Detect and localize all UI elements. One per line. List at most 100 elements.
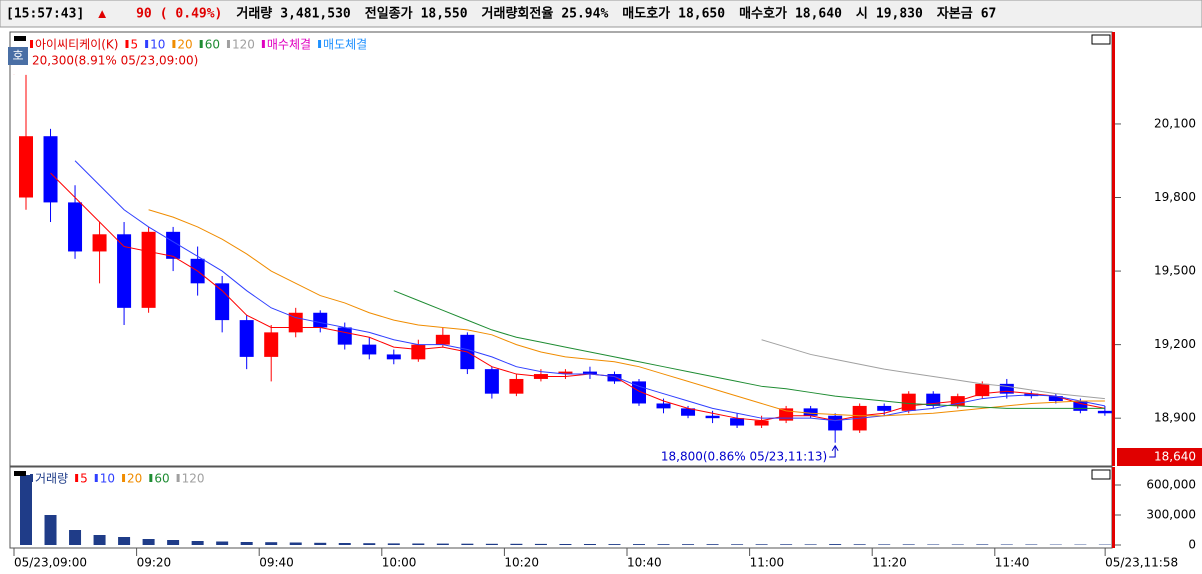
volume-bar xyxy=(902,544,915,545)
volume-bar xyxy=(485,543,498,545)
change: 90 xyxy=(136,7,152,22)
volume-bar xyxy=(436,543,449,545)
field-label: 전일종가 xyxy=(365,6,413,22)
volume-bar xyxy=(731,544,744,545)
legend-swatch xyxy=(30,40,33,48)
volume-bar xyxy=(412,543,425,545)
field-value: 25.94% xyxy=(561,7,608,22)
panel-button[interactable] xyxy=(1091,469,1111,480)
field-label: 거래량회전율 xyxy=(482,6,554,22)
legend-swatch xyxy=(226,40,230,48)
volume-bar xyxy=(289,542,302,545)
candle-body xyxy=(607,374,622,382)
legend-label: 120 xyxy=(232,38,255,52)
candle-body xyxy=(656,403,671,409)
legend-label: 10 xyxy=(150,38,165,52)
volume-bar xyxy=(1025,544,1038,545)
x-tick-label: 05/23,11:58 xyxy=(1105,556,1178,570)
moving-average xyxy=(74,160,1105,422)
candle-body xyxy=(975,383,990,397)
panel-button[interactable] xyxy=(1091,34,1111,45)
candle-body xyxy=(43,136,58,203)
volume-bar xyxy=(167,540,180,545)
legend-label: 20 xyxy=(177,38,192,52)
candle-body xyxy=(681,408,696,416)
y-tick-label: 600,000 xyxy=(1146,478,1196,492)
volume-bar xyxy=(240,542,253,545)
moving-average xyxy=(148,209,1105,417)
x-tick-label: 11:20 xyxy=(872,556,907,570)
field-value: 67 xyxy=(981,7,997,22)
x-tick-label: 05/23,09:00 xyxy=(14,556,87,570)
header-bar xyxy=(0,0,1202,28)
x-tick-label: 09:20 xyxy=(137,556,172,570)
right-edge xyxy=(1112,32,1115,466)
legend-icon xyxy=(14,36,26,41)
clock: [15:57:43] xyxy=(6,7,84,22)
legend-label: 5 xyxy=(130,38,138,52)
volume-bar xyxy=(633,544,645,545)
candle-body xyxy=(166,231,181,259)
candle-body xyxy=(582,371,597,375)
last-price-label: 18,640 xyxy=(1154,450,1196,464)
volume-bar xyxy=(265,542,278,545)
volume-bar xyxy=(534,543,547,545)
candle-body xyxy=(313,312,328,328)
legend-label: 매수체결 xyxy=(267,38,311,52)
legend-label: 20 xyxy=(127,472,142,486)
candle-body xyxy=(435,334,450,345)
volume-bar xyxy=(142,539,155,545)
legend-label: 아이씨티케이(K) xyxy=(35,38,118,52)
volume-bar xyxy=(559,544,572,545)
legend-swatch xyxy=(149,474,153,482)
change-arrow: ▲ xyxy=(98,7,106,22)
legend-swatch xyxy=(318,40,322,48)
badge: 호 xyxy=(12,49,23,63)
candle-body xyxy=(509,378,524,394)
legend-swatch xyxy=(122,474,126,482)
volume-bar xyxy=(44,515,57,545)
candle-body xyxy=(337,327,352,345)
candle-body xyxy=(901,393,916,411)
y-tick-label: 300,000 xyxy=(1146,508,1196,522)
y-tick-label: 19,200 xyxy=(1154,337,1196,351)
volume-bar xyxy=(363,543,376,545)
field-label: 시 xyxy=(856,7,868,22)
legend-swatch xyxy=(75,474,79,482)
legend-label: 거래량 xyxy=(35,472,68,486)
volume-bar xyxy=(93,535,106,545)
field-label: 매도호가 xyxy=(622,7,670,22)
x-tick-label: 09:40 xyxy=(259,556,294,570)
badge-box xyxy=(8,47,28,65)
volume-bar xyxy=(1000,544,1013,545)
volume-bar xyxy=(338,543,351,545)
legend-icon xyxy=(14,471,26,476)
legend-label: 60 xyxy=(154,472,169,486)
volume-panel xyxy=(9,466,1113,549)
legend-label: 10 xyxy=(100,472,115,486)
y-tick-label: 19,800 xyxy=(1154,190,1196,204)
volume-bar xyxy=(20,475,32,545)
x-tick-label: 11:00 xyxy=(750,556,785,570)
legend-label: 120 xyxy=(182,472,205,486)
volume-bar xyxy=(69,530,82,545)
volume-bar xyxy=(314,542,327,545)
volume-bar xyxy=(387,543,400,545)
x-tick-label: 10:40 xyxy=(627,556,662,570)
field-label: 거래량 xyxy=(236,7,272,22)
candle-body xyxy=(754,420,769,426)
volume-bar xyxy=(608,544,621,545)
last-price-box xyxy=(1117,448,1202,466)
candle-body xyxy=(1097,410,1112,414)
legend-swatch xyxy=(199,40,203,48)
moving-average xyxy=(50,172,1105,422)
field-value: 3,481,530 xyxy=(280,7,351,22)
volume-bar xyxy=(657,544,670,545)
field-label: 매수호가 xyxy=(739,7,787,22)
volume-bar xyxy=(510,543,523,545)
volume-bar xyxy=(853,544,866,545)
candle-body xyxy=(558,371,573,375)
candle-body xyxy=(264,332,279,357)
candle-body xyxy=(92,234,107,252)
